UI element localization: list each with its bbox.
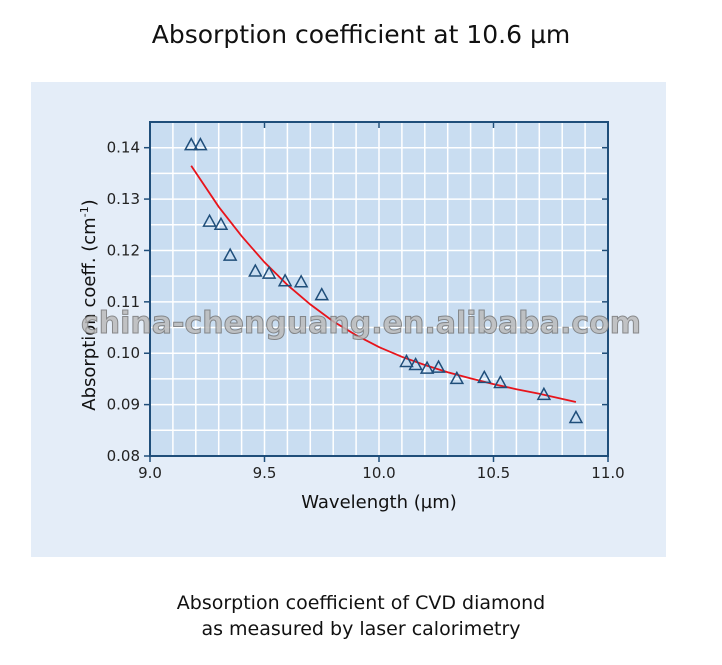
- y-axis-label: Absorption coeff. (cm-1): [78, 199, 100, 410]
- absorption-chart: 9.0 9.5 10.0 10.5 11.0 0.08 0.09 0.10 0.11 0.12 0.…: [78, 121, 642, 513]
- page-title: Absorption coefficient at 10.6 µm: [151, 20, 571, 49]
- fit-curve-group: [190, 165, 577, 403]
- x-tick-label: 11.0: [591, 464, 624, 482]
- data-point-triangle: [193, 137, 208, 151]
- data-point-triangle: [493, 374, 508, 389]
- caption: Absorption coefficient of CVD diamond as…: [0, 590, 722, 642]
- caption-line-2: as measured by laser calorimetry: [201, 618, 521, 640]
- y-tick-label: 0.09: [107, 396, 140, 414]
- x-tick-label: 10.0: [362, 464, 395, 482]
- data-point-triangle: [213, 216, 229, 231]
- caption-line-1: Absorption coefficient of CVD diamond: [176, 592, 546, 614]
- data-point-triangle: [449, 370, 465, 385]
- data-point-triangle: [183, 137, 199, 151]
- data-point-triangle: [293, 274, 309, 288]
- data-point-triangle: [568, 409, 584, 424]
- axes: 9.0 9.5 10.0 10.5 11.0 0.08 0.09 0.10 0.11 0.12 0.…: [107, 121, 625, 482]
- grid: [150, 122, 608, 456]
- y-tick-label: 0.14: [107, 139, 140, 157]
- data-point-triangle: [277, 273, 293, 287]
- data-point-triangle: [399, 353, 414, 368]
- data-points: [183, 137, 584, 424]
- x-tick-label: 9.0: [138, 464, 162, 482]
- y-tick-label: 0.13: [107, 190, 140, 208]
- data-point-triangle: [408, 356, 423, 371]
- x-tick-label: 10.5: [477, 464, 510, 482]
- data-point-triangle: [431, 359, 446, 373]
- y-tick-label: 0.12: [107, 241, 140, 259]
- chart-panel: 9.0 9.5 10.0 10.5 11.0 0.08 0.09 0.10 0.11 0.12 0.…: [31, 82, 666, 557]
- y-tick-label: 0.11: [107, 293, 140, 311]
- y-tick-label: 0.10: [107, 344, 140, 362]
- watermark: china-chenguang.en.alibaba.com: [81, 306, 641, 341]
- data-point-triangle: [202, 213, 217, 227]
- data-point-triangle: [536, 386, 552, 401]
- data-point-triangle: [248, 263, 263, 277]
- data-point-triangle: [419, 360, 435, 374]
- fit-curve: [190, 165, 577, 403]
- data-point-triangle: [477, 369, 492, 384]
- data-point-triangle: [261, 265, 277, 279]
- x-tick-label: 9.5: [253, 464, 277, 482]
- x-axis-label: Wavelength (µm): [301, 492, 457, 513]
- data-point-triangle: [222, 247, 238, 261]
- y-tick-label: 0.08: [107, 447, 140, 465]
- data-point-triangle: [314, 287, 330, 301]
